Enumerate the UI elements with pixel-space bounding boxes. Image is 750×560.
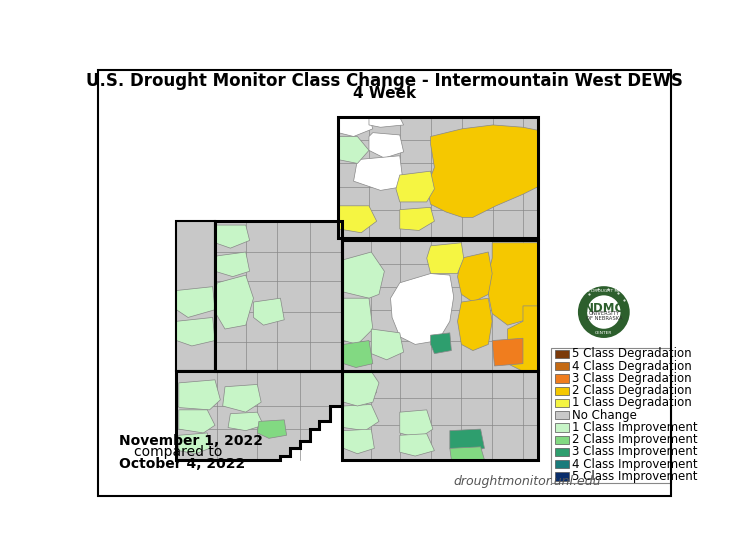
Polygon shape (344, 252, 384, 298)
Bar (555, 411, 569, 419)
Polygon shape (391, 274, 454, 344)
Bar (551, 348, 670, 483)
Polygon shape (338, 117, 373, 137)
Text: NATIONAL DROUGHT MITIGATION: NATIONAL DROUGHT MITIGATION (568, 290, 640, 293)
Text: 5 Class Degradation: 5 Class Degradation (572, 348, 692, 361)
Polygon shape (215, 275, 254, 329)
Text: UNIVERSITY
OF NEBRASKA: UNIVERSITY OF NEBRASKA (586, 310, 622, 321)
Polygon shape (344, 404, 379, 431)
Bar (555, 448, 569, 456)
Text: October 4, 2022: October 4, 2022 (118, 457, 245, 471)
Polygon shape (338, 206, 376, 233)
Polygon shape (223, 384, 261, 412)
Text: 4 Week: 4 Week (352, 86, 416, 101)
Polygon shape (492, 338, 523, 366)
Bar (555, 362, 569, 371)
Polygon shape (178, 410, 215, 433)
Polygon shape (344, 298, 373, 344)
Polygon shape (508, 306, 538, 371)
Polygon shape (228, 412, 263, 431)
Polygon shape (254, 298, 284, 325)
Text: NDMC: NDMC (584, 302, 624, 315)
Polygon shape (176, 287, 215, 318)
Bar (555, 436, 569, 444)
Polygon shape (257, 420, 286, 438)
Polygon shape (338, 117, 538, 238)
Text: U.S. Drought Monitor Class Change - Intermountain West DEWS: U.S. Drought Monitor Class Change - Inte… (86, 72, 682, 90)
Text: CENTER: CENTER (596, 331, 613, 335)
Polygon shape (178, 380, 220, 410)
Polygon shape (215, 252, 250, 277)
Circle shape (587, 295, 620, 329)
Polygon shape (400, 433, 434, 456)
Text: 2 Class Improvement: 2 Class Improvement (572, 433, 698, 446)
Polygon shape (488, 243, 538, 325)
Polygon shape (458, 252, 492, 302)
Bar (555, 460, 569, 469)
Text: No Change: No Change (572, 409, 638, 422)
Text: 1 Class Improvement: 1 Class Improvement (572, 421, 698, 434)
Polygon shape (176, 318, 215, 346)
Polygon shape (353, 156, 404, 190)
Polygon shape (400, 410, 433, 438)
Polygon shape (450, 429, 484, 454)
Bar (555, 374, 569, 382)
Bar (555, 472, 569, 480)
Polygon shape (338, 137, 369, 164)
Bar (555, 386, 569, 395)
Text: compared to: compared to (134, 445, 223, 459)
Polygon shape (369, 133, 404, 158)
Polygon shape (215, 221, 342, 371)
Text: 4 Class Degradation: 4 Class Degradation (572, 360, 692, 373)
Polygon shape (344, 371, 379, 406)
Polygon shape (215, 225, 250, 248)
Polygon shape (344, 429, 374, 454)
Text: droughtmonitor.unl.edu: droughtmonitor.unl.edu (453, 475, 601, 488)
Bar (555, 350, 569, 358)
Text: 3 Class Degradation: 3 Class Degradation (572, 372, 692, 385)
Polygon shape (458, 298, 492, 351)
Polygon shape (396, 171, 434, 202)
Polygon shape (176, 371, 342, 460)
Text: 4 Class Improvement: 4 Class Improvement (572, 458, 698, 471)
Text: 1 Class Degradation: 1 Class Degradation (572, 396, 692, 409)
Polygon shape (342, 371, 538, 460)
Text: 2 Class Degradation: 2 Class Degradation (572, 384, 692, 397)
Polygon shape (430, 333, 451, 354)
Polygon shape (400, 207, 434, 231)
Polygon shape (450, 447, 484, 460)
Polygon shape (178, 433, 209, 454)
Polygon shape (369, 117, 404, 127)
Bar (555, 423, 569, 432)
Polygon shape (371, 329, 404, 360)
Text: November 1, 2022: November 1, 2022 (118, 433, 262, 447)
Polygon shape (176, 221, 215, 371)
Circle shape (577, 285, 631, 339)
Polygon shape (427, 125, 538, 217)
Polygon shape (344, 340, 373, 367)
Polygon shape (427, 243, 464, 274)
Bar (555, 399, 569, 407)
Polygon shape (344, 374, 376, 406)
Text: 5 Class Improvement: 5 Class Improvement (572, 470, 698, 483)
Polygon shape (342, 240, 538, 371)
Text: 3 Class Improvement: 3 Class Improvement (572, 446, 698, 459)
